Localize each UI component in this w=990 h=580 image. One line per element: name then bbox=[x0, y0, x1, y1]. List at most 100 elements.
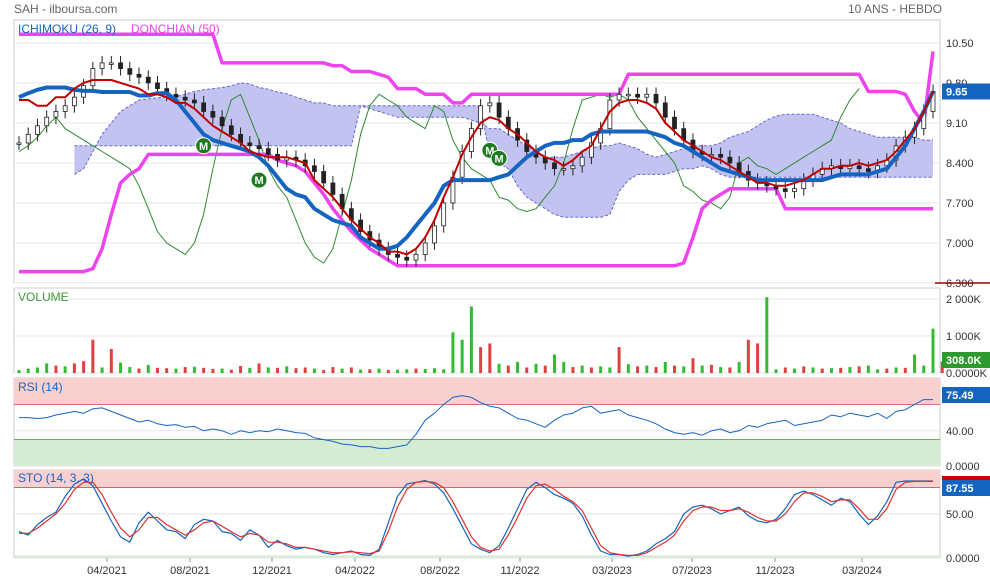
candle-body bbox=[145, 76, 151, 84]
rsi-tick-label: 0.0000 bbox=[946, 461, 980, 473]
volume-bar bbox=[682, 366, 686, 373]
candle-body bbox=[155, 82, 160, 90]
volume-bar bbox=[248, 367, 252, 373]
volume-bar bbox=[691, 358, 695, 373]
volume-bar bbox=[165, 368, 169, 373]
volume-bar bbox=[552, 354, 556, 373]
candle-body bbox=[413, 254, 419, 261]
volume-bar bbox=[359, 369, 363, 373]
volume-bar bbox=[276, 367, 280, 373]
chart-panels: 10.509.809.108.4007.7007.0006.300MMMMICH… bbox=[13, 19, 990, 577]
volume-bar bbox=[82, 361, 86, 373]
x-tick-label: 07/2023 bbox=[672, 565, 712, 577]
candle-body bbox=[99, 62, 105, 69]
volume-bar bbox=[756, 343, 760, 373]
volume-bar bbox=[368, 369, 372, 373]
volume-last-value: 308.0K bbox=[946, 355, 982, 367]
volume-bar bbox=[137, 368, 141, 373]
volume-bar bbox=[266, 367, 270, 373]
volume-bar bbox=[322, 370, 326, 373]
volume-bar bbox=[876, 369, 880, 373]
volume-bar bbox=[774, 369, 778, 373]
candle-body bbox=[432, 225, 437, 244]
candle-body bbox=[459, 151, 465, 178]
candle-body bbox=[256, 145, 262, 150]
volume-bar bbox=[746, 339, 750, 373]
volume-bar bbox=[488, 343, 492, 373]
candle-body bbox=[792, 188, 797, 192]
volume-bar bbox=[211, 368, 215, 373]
volume-bar bbox=[922, 365, 926, 373]
candle-body bbox=[173, 93, 179, 98]
candle-body bbox=[404, 256, 410, 261]
candle-body bbox=[727, 156, 733, 164]
volume-bar bbox=[128, 367, 132, 373]
volume-bar bbox=[562, 361, 566, 373]
candle-body bbox=[653, 93, 659, 104]
volume-bar bbox=[839, 367, 843, 373]
volume-bar bbox=[460, 339, 464, 373]
candle-body bbox=[53, 111, 59, 118]
volume-bar bbox=[820, 368, 824, 373]
kijun-line bbox=[18, 85, 935, 251]
volume-bar bbox=[100, 367, 104, 373]
volume-bar bbox=[719, 367, 723, 373]
volume-bar bbox=[534, 363, 538, 373]
volume-bar bbox=[848, 367, 852, 373]
volume-bar bbox=[109, 348, 113, 373]
volume-bar bbox=[903, 367, 907, 373]
volume-bar bbox=[192, 366, 196, 373]
candle-body bbox=[496, 102, 502, 118]
price-tick-label: 10.50 bbox=[946, 38, 974, 50]
candle-body bbox=[192, 99, 197, 104]
sto-d-line bbox=[19, 480, 933, 557]
candle-body bbox=[478, 105, 484, 130]
x-tick-label: 11/2023 bbox=[756, 565, 795, 577]
volume-bar bbox=[349, 367, 353, 373]
volume-bar bbox=[35, 367, 39, 373]
volume-bar bbox=[580, 365, 584, 373]
legend-sto: STO (14, 3, 3) bbox=[18, 471, 94, 485]
candle-body bbox=[865, 168, 871, 172]
candle-body bbox=[570, 165, 576, 170]
signal-marker bbox=[490, 149, 508, 167]
candle-body bbox=[108, 62, 114, 65]
volume-bar bbox=[737, 361, 741, 373]
volume-bar bbox=[229, 369, 233, 373]
volume-bar bbox=[866, 365, 870, 373]
volume-bar bbox=[829, 368, 833, 373]
volume-bar bbox=[174, 368, 178, 373]
volume-bar bbox=[72, 363, 76, 373]
candle-body bbox=[422, 242, 428, 255]
volume-bar bbox=[312, 368, 316, 373]
volume-bar bbox=[432, 368, 436, 373]
candle-body bbox=[672, 116, 677, 130]
source-title: SAH - ilboursa.com bbox=[14, 2, 117, 16]
volume-bar bbox=[802, 366, 806, 373]
candle-body bbox=[90, 68, 96, 87]
volume-tick-label: 2 000K bbox=[946, 294, 982, 306]
rsi-tick-label: 40.00 bbox=[946, 426, 974, 438]
volume-bar bbox=[17, 370, 21, 373]
volume-bar bbox=[645, 365, 649, 373]
volume-bar bbox=[636, 366, 640, 373]
volume-bar bbox=[857, 366, 861, 373]
signal-marker-label: M bbox=[485, 145, 494, 157]
candle-body bbox=[441, 202, 447, 227]
rsi-last-value-bg bbox=[942, 387, 990, 403]
candle-body bbox=[312, 165, 317, 172]
signal-marker-label: M bbox=[199, 141, 208, 153]
price-tick-label: 7.000 bbox=[946, 238, 974, 250]
volume-tick-label: 1 000K bbox=[946, 331, 982, 343]
volume-panel-frame bbox=[13, 287, 941, 374]
candle-body bbox=[579, 156, 585, 167]
volume-bar bbox=[405, 369, 409, 373]
volume-bar bbox=[599, 366, 603, 373]
volume-bar bbox=[765, 297, 769, 373]
volume-bar bbox=[340, 368, 344, 373]
sto-badge-accent bbox=[942, 476, 990, 480]
donchian-upper-line bbox=[19, 32, 935, 125]
candle-body bbox=[247, 142, 253, 147]
volume-bar bbox=[709, 364, 713, 373]
